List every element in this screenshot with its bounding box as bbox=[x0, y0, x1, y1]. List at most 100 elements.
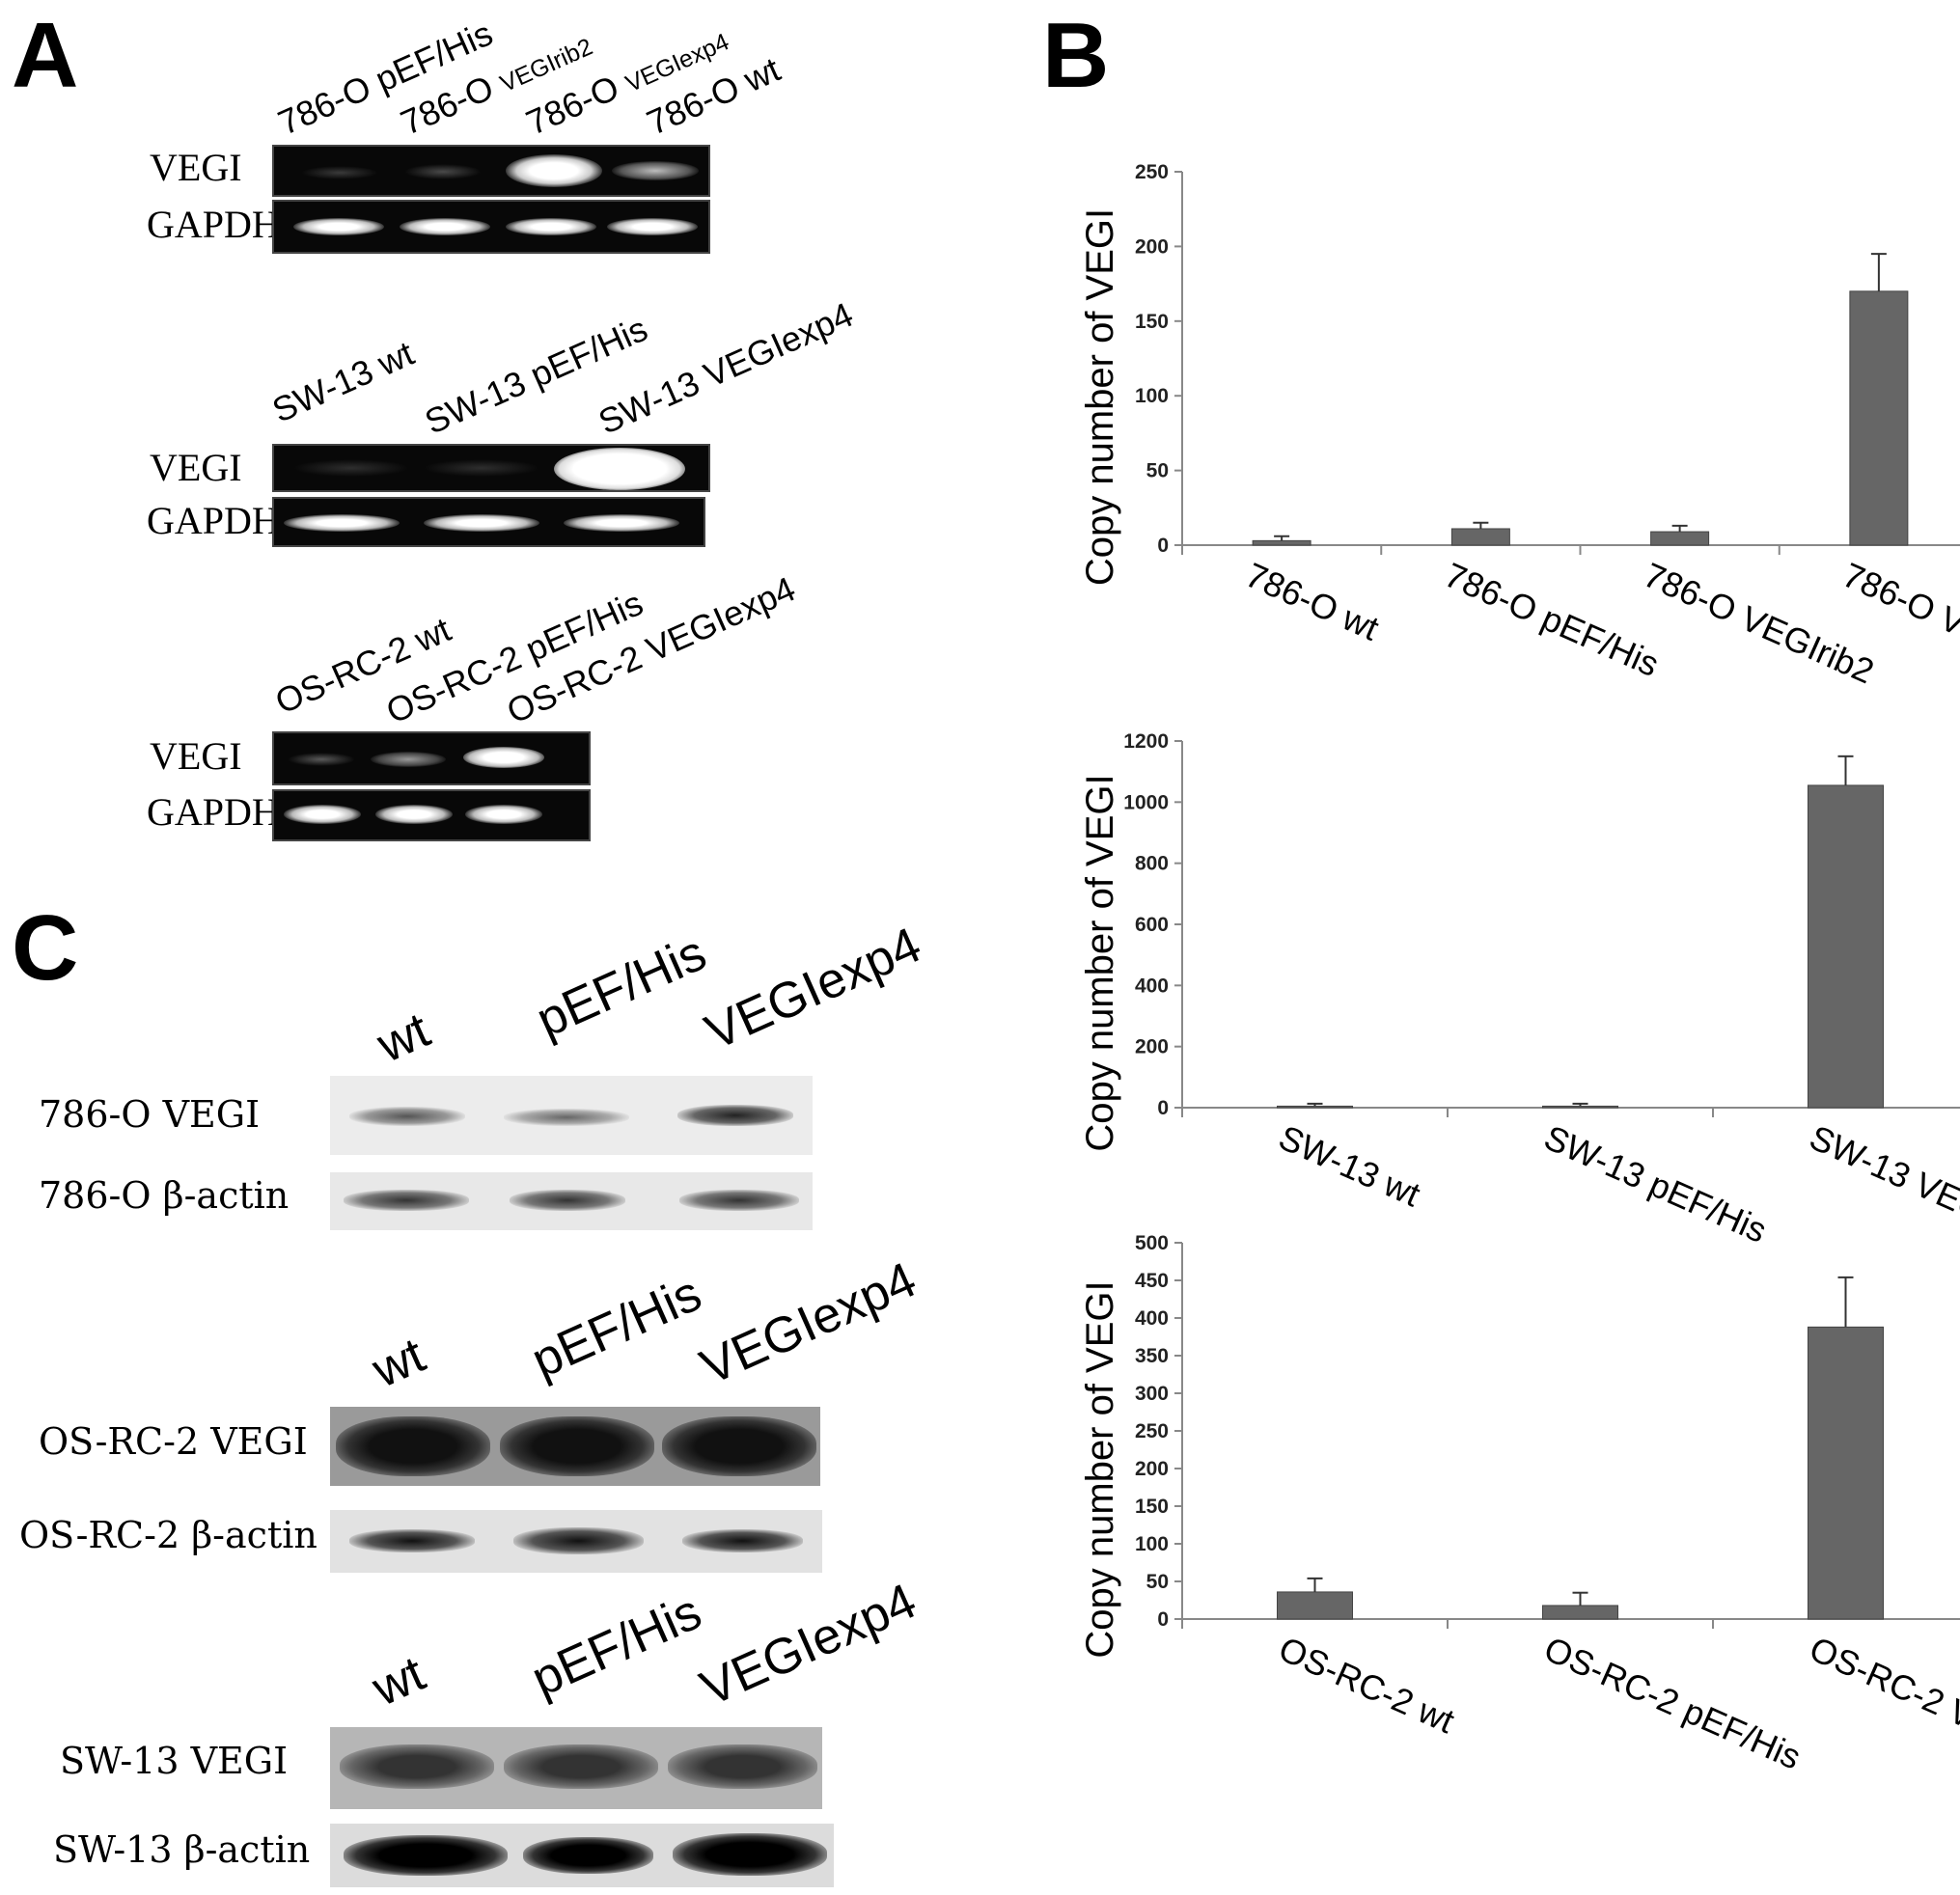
y-tick-label: 200 bbox=[1135, 235, 1169, 258]
blot2-actin-strip bbox=[330, 1510, 822, 1573]
y-tick-label: 0 bbox=[1157, 535, 1169, 557]
gel-band bbox=[424, 514, 539, 532]
y-tick-label: 200 bbox=[1135, 1458, 1169, 1480]
wb-band bbox=[510, 1190, 625, 1211]
wb-band bbox=[662, 1416, 816, 1476]
gel2-row-label-gapdh: GAPDH bbox=[147, 499, 280, 542]
wb-band bbox=[349, 1107, 465, 1126]
panel-a-letter: A bbox=[12, 4, 79, 107]
gel-band bbox=[463, 747, 544, 768]
y-tick-label: 800 bbox=[1135, 853, 1169, 875]
y-tick-label: 50 bbox=[1146, 460, 1169, 482]
wb-band bbox=[523, 1837, 653, 1874]
x-tick-label: 786-O pEF/His bbox=[1439, 555, 1665, 684]
blot2-row-label: OS-RC-2 β-actin bbox=[19, 1514, 317, 1556]
y-tick-label: 1000 bbox=[1123, 791, 1169, 813]
bar bbox=[1650, 531, 1710, 546]
y-tick-label: 400 bbox=[1135, 1307, 1169, 1330]
bar bbox=[1542, 1605, 1618, 1620]
x-tick-label: OS-RC-2 wt bbox=[1273, 1629, 1460, 1741]
blot1-row-label: 786-O VEGI bbox=[39, 1093, 261, 1136]
bar bbox=[1277, 1105, 1353, 1109]
gel-band bbox=[371, 752, 446, 767]
bar-chart-osrc2: 0 50 100 150 200 250 300 350 400 450 500 Copy numbe… bbox=[1079, 1232, 1960, 1791]
wb-band bbox=[513, 1527, 644, 1554]
gel-band bbox=[293, 459, 409, 477]
panel-c-letter: C bbox=[12, 896, 79, 1000]
y-axis-label: Copy number of VEGI bbox=[1079, 774, 1121, 1151]
blot3-row-label: SW-13 VEGI bbox=[60, 1740, 289, 1782]
blot1-vegi-strip bbox=[330, 1076, 813, 1155]
gel-band bbox=[465, 805, 542, 824]
gel-band bbox=[506, 218, 596, 235]
wb-band bbox=[340, 1744, 494, 1789]
y-tick-label: 100 bbox=[1135, 1533, 1169, 1555]
blot2-vegi-strip bbox=[330, 1407, 820, 1486]
gel1-gapdh-strip bbox=[272, 200, 710, 254]
y-tick-label: 400 bbox=[1135, 975, 1169, 997]
gel-band bbox=[506, 154, 602, 187]
y-tick-label: 200 bbox=[1135, 1036, 1169, 1058]
y-tick-label: 1200 bbox=[1123, 730, 1169, 753]
gel2-lane-label: SW-13 wt bbox=[266, 333, 420, 430]
bar bbox=[1252, 539, 1311, 546]
wb-band bbox=[349, 1529, 475, 1552]
y-tick-label: 600 bbox=[1135, 914, 1169, 936]
gel2-row-label-vegi: VEGI bbox=[150, 446, 242, 489]
y-tick-label: 500 bbox=[1135, 1232, 1169, 1254]
x-tick-label: OS-RC-2 VEGIexp4 bbox=[1804, 1629, 1960, 1791]
wb-band bbox=[682, 1529, 803, 1552]
gel-band bbox=[284, 514, 400, 532]
y-tick-label: 50 bbox=[1146, 1571, 1169, 1593]
gel-band bbox=[554, 448, 685, 490]
gel1-row-label-vegi: VEGI bbox=[150, 146, 242, 189]
wb-band bbox=[344, 1190, 469, 1211]
y-tick-label: 350 bbox=[1135, 1345, 1169, 1367]
y-tick-label: 0 bbox=[1157, 1608, 1169, 1631]
wb-band bbox=[504, 1109, 629, 1126]
y-tick-label: 450 bbox=[1135, 1270, 1169, 1292]
blot1-lane-label: VEGIexp4 bbox=[697, 917, 929, 1061]
gel1-row-label-gapdh: GAPDH bbox=[147, 203, 280, 246]
gel3-vegi-strip bbox=[272, 731, 591, 785]
blot2-lane-label: VEGIexp4 bbox=[692, 1251, 925, 1396]
wb-band bbox=[504, 1744, 658, 1789]
blot2-row-label: OS-RC-2 VEGI bbox=[39, 1420, 308, 1463]
bar bbox=[1808, 1326, 1884, 1620]
wb-band bbox=[679, 1190, 799, 1211]
gel1-vegi-strip bbox=[272, 145, 710, 197]
wb-band bbox=[668, 1744, 817, 1789]
gel2-gapdh-strip bbox=[272, 497, 705, 547]
wb-band bbox=[673, 1833, 827, 1876]
wb-band bbox=[344, 1835, 508, 1876]
y-axis-label: Copy number of VEGI bbox=[1079, 208, 1121, 586]
y-tick-label: 0 bbox=[1157, 1097, 1169, 1119]
y-tick-label: 100 bbox=[1135, 385, 1169, 407]
x-tick-label: SW-13 wt bbox=[1273, 1117, 1426, 1215]
y-tick-label: 150 bbox=[1135, 311, 1169, 333]
gel-band bbox=[293, 218, 384, 235]
blot1-actin-strip bbox=[330, 1172, 813, 1230]
gel-band bbox=[607, 218, 698, 235]
gel-band bbox=[612, 161, 699, 180]
gel3-row-label-vegi: VEGI bbox=[150, 734, 242, 778]
gel2-vegi-strip bbox=[272, 444, 710, 492]
bar bbox=[1849, 290, 1909, 546]
gel3-gapdh-strip bbox=[272, 789, 591, 841]
wb-band bbox=[500, 1416, 654, 1476]
gel-band bbox=[375, 805, 453, 824]
bar-chart-786o: 0 50 100 150 200 250 Copy number of VEGI 786-O … bbox=[1079, 161, 1960, 699]
blot2-lane-label: wt bbox=[364, 1327, 433, 1399]
gel-band bbox=[400, 218, 490, 235]
blot1-lane-label: wt bbox=[369, 1002, 438, 1074]
gel-band bbox=[564, 514, 679, 532]
blot3-row-label: SW-13 β-actin bbox=[53, 1828, 311, 1871]
blot1-lane-label: pEF/His bbox=[528, 924, 715, 1049]
x-tick-label: OS-RC-2 pEF/His bbox=[1538, 1629, 1807, 1777]
blot3-actin-strip bbox=[330, 1824, 834, 1887]
blot3-lane-label: VEGIexp4 bbox=[692, 1573, 925, 1717]
blot3-lane-label: pEF/His bbox=[523, 1583, 710, 1708]
blot3-lane-label: wt bbox=[364, 1645, 433, 1717]
bar bbox=[1450, 528, 1510, 546]
